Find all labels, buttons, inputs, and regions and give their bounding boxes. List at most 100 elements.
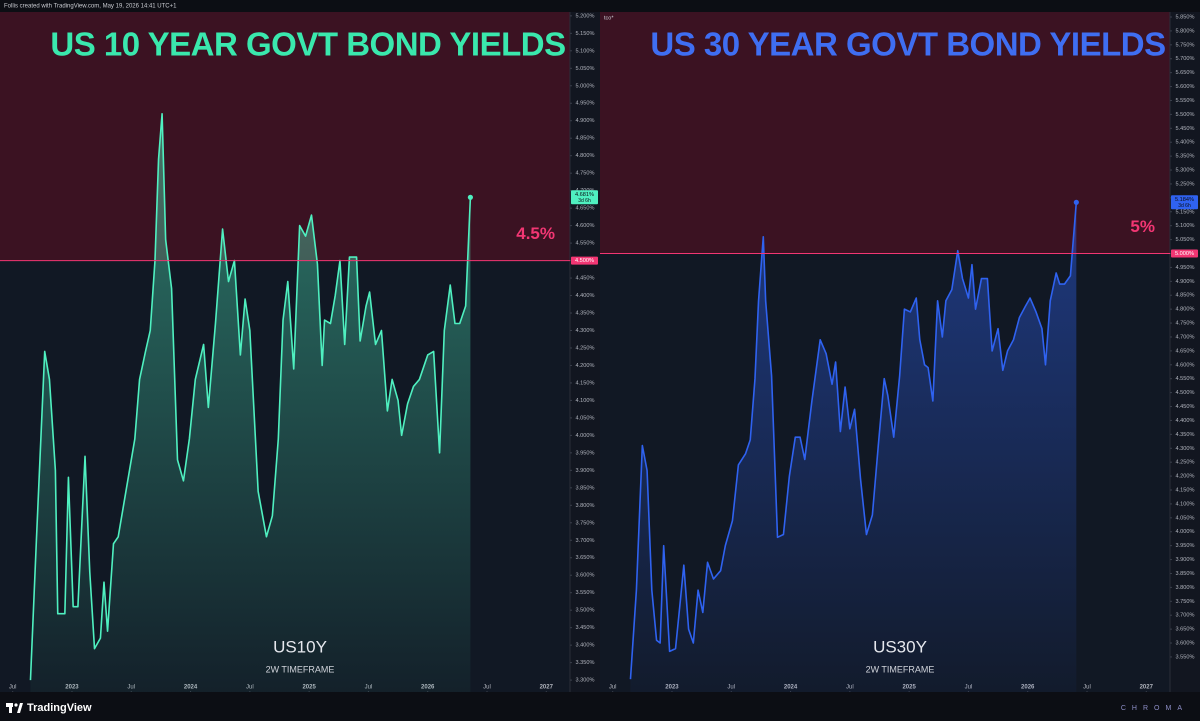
y-tick-label: 3.750%: [576, 520, 595, 526]
y-tick-label: 3.900%: [1176, 557, 1195, 563]
y-tick-label: 5.300%: [1176, 168, 1195, 174]
logo-part: [9, 703, 12, 713]
price-badge-label: 5.184%: [1175, 197, 1194, 203]
threshold-badge-label: 4.500%: [575, 258, 594, 264]
y-tick-label: 3.450%: [576, 625, 595, 631]
price-badge-label: 4.681%: [575, 192, 594, 198]
footer-brand: TradingView: [27, 702, 92, 714]
threshold-badge-label: 5.000%: [1175, 251, 1194, 257]
footer-bar: [0, 692, 1200, 721]
header-bar: [0, 0, 1200, 12]
y-tick-label: 5.450%: [1176, 126, 1195, 132]
y-tick-label: 4.500%: [1176, 390, 1195, 396]
y-tick-label: 4.700%: [1176, 334, 1195, 340]
y-tick-label: 3.500%: [576, 608, 595, 614]
y-tick-label: 5.650%: [1176, 70, 1195, 76]
y-tick-label: 4.550%: [1176, 376, 1195, 382]
y-tick-label: 4.850%: [576, 136, 595, 142]
y-tick-label: 5.150%: [576, 31, 595, 37]
logo-part: [17, 703, 23, 713]
y-tick-label: 5.050%: [1176, 237, 1195, 243]
y-tick-label: 5.400%: [1176, 140, 1195, 146]
y-tick-label: 3.650%: [1176, 627, 1195, 633]
y-tick-label: 4.200%: [1176, 474, 1195, 480]
y-tick-label: 3.550%: [1176, 654, 1195, 660]
series-area: [30, 113, 471, 693]
y-tick-label: 5.500%: [1176, 112, 1195, 118]
y-tick-label: 4.450%: [1176, 404, 1195, 410]
y-tick-label: 4.000%: [576, 433, 595, 439]
y-tick-label: 5.000%: [576, 83, 595, 89]
y-tick-label: 3.700%: [576, 538, 595, 544]
y-tick-label: 5.200%: [576, 13, 595, 19]
y-tick-label: 5.700%: [1176, 56, 1195, 62]
y-tick-label: 4.200%: [576, 363, 595, 369]
price-countdown: 3d 6h: [578, 198, 591, 204]
y-tick-label: 4.350%: [576, 311, 595, 317]
y-tick-label: 4.750%: [576, 171, 595, 177]
x-tick-label: Jul: [9, 685, 17, 691]
y-tick-label: 4.950%: [576, 101, 595, 107]
last-point: [467, 194, 473, 200]
y-tick-label: 3.850%: [576, 485, 595, 491]
y-tick-label: 5.750%: [1176, 42, 1195, 48]
x-tick-label: Jul: [1083, 685, 1091, 691]
y-tick-label: 3.300%: [576, 678, 595, 684]
watermark-symbol: US30Y: [873, 637, 927, 656]
y-tick-label: 4.900%: [1176, 279, 1195, 285]
price-axis: [570, 12, 600, 692]
y-tick-label: 4.000%: [1176, 529, 1195, 535]
x-tick-label: 2027: [1140, 685, 1154, 691]
tradingview-logo: [6, 703, 23, 713]
y-tick-label: 4.650%: [1176, 348, 1195, 354]
y-tick-label: 5.150%: [1176, 209, 1195, 215]
y-tick-label: 4.100%: [1176, 501, 1195, 507]
x-tick-label: Jul: [609, 685, 617, 691]
zone-above: [0, 12, 570, 261]
y-tick-label: 4.650%: [576, 206, 595, 212]
x-tick-label: 2027: [540, 685, 554, 691]
threshold-annotation: 5%: [1130, 217, 1155, 236]
threshold-annotation: 4.5%: [516, 224, 555, 243]
y-tick-label: 4.300%: [576, 328, 595, 334]
y-tick-label: 4.150%: [576, 380, 595, 386]
watermark-symbol: US10Y: [273, 637, 327, 656]
series-line: [29, 112, 472, 681]
y-tick-label: 5.350%: [1176, 154, 1195, 160]
y-tick-label: 4.850%: [1176, 293, 1195, 299]
y-tick-label: 4.750%: [1176, 321, 1195, 327]
y-tick-label: 4.900%: [576, 118, 595, 124]
y-tick-label: 3.950%: [576, 450, 595, 456]
y-tick-label: 5.050%: [576, 66, 595, 72]
logo-part: [14, 703, 18, 707]
x-tick-label: Jul: [483, 685, 491, 691]
y-tick-label: 4.400%: [576, 293, 595, 299]
y-tick-label: 5.100%: [1176, 223, 1195, 229]
y-tick-label: 3.550%: [576, 590, 595, 596]
chart-title: US 30 YEAR GOVT BOND YIELDS: [650, 26, 1165, 63]
chart-title: US 10 YEAR GOVT BOND YIELDS: [50, 26, 565, 63]
y-tick-label: 3.700%: [1176, 613, 1195, 619]
footer-signature: CHROMA: [1121, 705, 1188, 712]
y-tick-label: 5.800%: [1176, 28, 1195, 34]
y-tick-label: 4.800%: [1176, 307, 1195, 313]
y-tick-label: 5.100%: [576, 48, 595, 54]
price-axis: [1170, 12, 1200, 692]
y-tick-label: 3.750%: [1176, 599, 1195, 605]
y-tick-label: 3.800%: [1176, 585, 1195, 591]
y-tick-label: 3.650%: [576, 555, 595, 561]
y-tick-label: 4.800%: [576, 153, 595, 159]
y-tick-label: 4.450%: [576, 276, 595, 282]
y-tick-label: 4.150%: [1176, 487, 1195, 493]
y-tick-label: 3.900%: [576, 468, 595, 474]
threshold-badge: [1171, 249, 1198, 258]
y-tick-label: 4.300%: [1176, 446, 1195, 452]
y-tick-label: 4.250%: [1176, 460, 1195, 466]
threshold-badge: [571, 256, 598, 265]
timeframe-label: 2W TIMEFRAME: [266, 664, 335, 674]
price-countdown: 3d 6h: [1178, 203, 1191, 209]
y-tick-label: 3.800%: [576, 503, 595, 509]
y-tick-label: 4.050%: [576, 415, 595, 421]
